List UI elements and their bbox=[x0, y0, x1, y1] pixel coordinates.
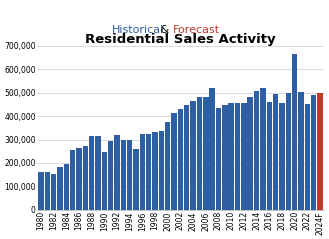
Bar bbox=[140, 134, 145, 210]
Bar bbox=[89, 136, 94, 210]
Bar bbox=[45, 172, 50, 210]
Bar bbox=[228, 103, 234, 210]
Bar bbox=[222, 105, 228, 210]
Bar bbox=[190, 101, 196, 210]
Bar bbox=[38, 172, 44, 210]
Bar bbox=[108, 141, 114, 210]
Bar bbox=[286, 93, 291, 210]
Bar bbox=[317, 93, 323, 210]
Bar bbox=[152, 132, 158, 210]
Bar bbox=[63, 164, 69, 210]
Bar bbox=[95, 136, 101, 210]
Bar bbox=[76, 148, 82, 210]
Bar bbox=[279, 103, 285, 210]
Text: Historical: Historical bbox=[112, 25, 164, 35]
Bar bbox=[292, 54, 297, 210]
Bar bbox=[266, 102, 272, 210]
Bar bbox=[305, 104, 310, 210]
Bar bbox=[133, 149, 139, 210]
Bar bbox=[51, 174, 56, 210]
Bar bbox=[216, 108, 221, 210]
Bar bbox=[178, 109, 183, 210]
Bar bbox=[70, 150, 75, 210]
Bar bbox=[203, 97, 209, 210]
Bar bbox=[235, 103, 240, 210]
Text: &: & bbox=[157, 25, 172, 35]
Text: Forecast: Forecast bbox=[172, 25, 219, 35]
Bar bbox=[273, 94, 278, 210]
Bar bbox=[159, 131, 164, 210]
Bar bbox=[247, 97, 253, 210]
Bar bbox=[102, 152, 107, 210]
Bar bbox=[146, 134, 151, 210]
Bar bbox=[298, 92, 304, 210]
Bar bbox=[127, 140, 133, 210]
Bar bbox=[165, 121, 170, 210]
Bar bbox=[121, 140, 126, 210]
Bar bbox=[260, 88, 266, 210]
Bar bbox=[184, 105, 190, 210]
Bar bbox=[241, 103, 246, 210]
Bar bbox=[114, 135, 120, 210]
Bar bbox=[254, 91, 259, 210]
Title: Residential Sales Activity: Residential Sales Activity bbox=[85, 33, 276, 46]
Bar bbox=[210, 87, 215, 210]
Bar bbox=[171, 113, 177, 210]
Bar bbox=[311, 95, 316, 210]
Bar bbox=[83, 146, 88, 210]
Bar bbox=[57, 167, 63, 210]
Bar bbox=[197, 97, 202, 210]
